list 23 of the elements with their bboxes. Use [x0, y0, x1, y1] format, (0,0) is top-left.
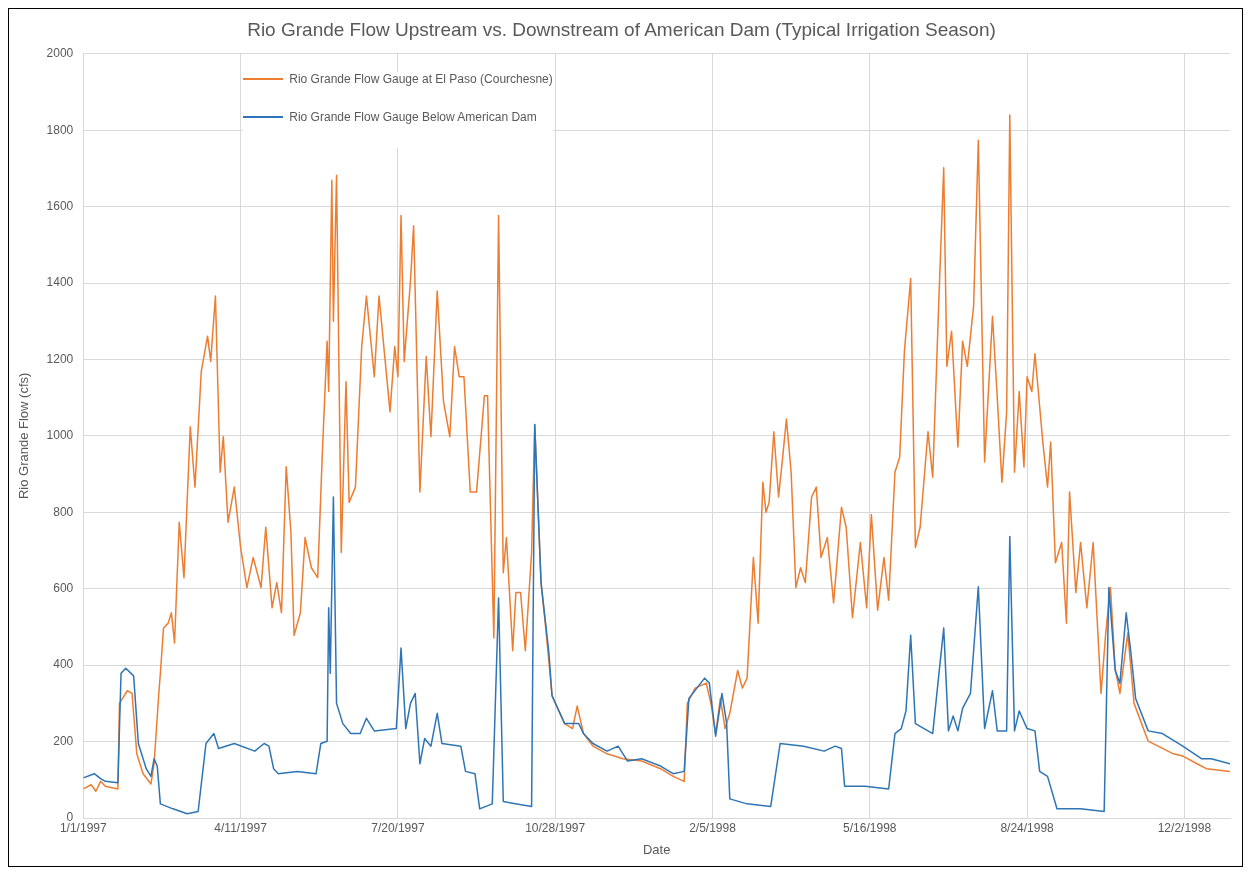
x-tick-label: 2/5/1998: [689, 820, 737, 835]
y-tick-label: 1600: [46, 198, 74, 213]
x-tick-label: 12/2/1998: [1157, 820, 1212, 835]
x-tick-label: 5/16/1998: [843, 820, 897, 835]
y-tick-label: 200: [53, 733, 74, 748]
x-tick-label: 8/24/1998: [1000, 820, 1055, 835]
y-tick-label: 1200: [46, 351, 74, 366]
legend-label: Rio Grande Flow Gauge at El Paso (Courchesne): [289, 71, 553, 86]
y-tick-label: 1400: [46, 275, 74, 290]
x-tick-label: 7/20/1997: [371, 820, 425, 835]
x-axis-title: Date: [642, 841, 671, 857]
x-tick-label: 4/11/1997: [214, 820, 268, 835]
x-tick-label: 1/1/1997: [59, 820, 107, 835]
x-tick-label: 10/28/1997: [525, 820, 586, 835]
legend-label: Rio Grande Flow Gauge Below American Dam: [289, 109, 537, 124]
chart-title: Rio Grande Flow Upstream vs. Downstream of American Dam (Typical Irrigation Season): [247, 18, 996, 40]
y-tick-label: 400: [53, 657, 74, 672]
y-tick-label: 800: [53, 504, 74, 519]
y-tick-label: 1800: [46, 122, 74, 137]
y-tick-label: 1000: [46, 428, 74, 443]
y-axis-title: Rio Grande Flow (cfs): [16, 372, 32, 500]
y-tick-label: 2000: [46, 46, 74, 61]
y-tick-label: 600: [53, 581, 74, 596]
